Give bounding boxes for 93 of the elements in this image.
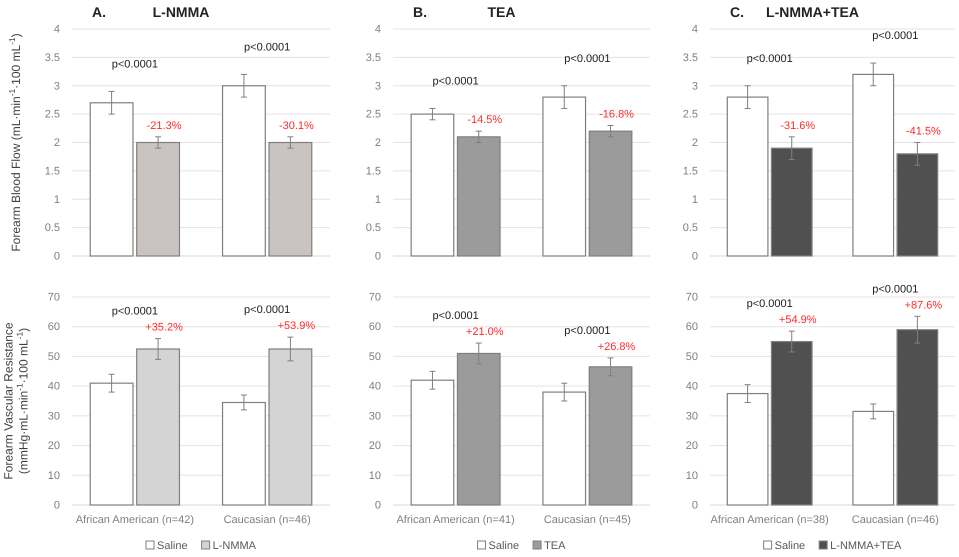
- y-tick-label: 1.5: [366, 165, 381, 178]
- chart-title: B.: [413, 4, 427, 20]
- annotation: p<0.0001: [112, 306, 158, 318]
- y-tick-label: 0: [374, 500, 381, 512]
- legend-label: L-NMMA: [212, 540, 257, 552]
- annotation: p<0.0001: [432, 310, 479, 322]
- y-tick-label: 20: [686, 440, 698, 452]
- annotation: -41.5%: [906, 126, 942, 138]
- annotation: p<0.0001: [564, 324, 610, 337]
- y-tick-label: 0: [692, 250, 698, 263]
- y-tick-label: 20: [368, 440, 381, 452]
- annotation: p<0.0001: [746, 298, 793, 310]
- y-tick-label: 3.5: [44, 52, 60, 64]
- y-tick-label: 3: [54, 80, 60, 92]
- y-tick-label: 70: [368, 292, 381, 304]
- chart-subtitle: L-NMMA+TEA: [766, 4, 859, 20]
- y-tick-label: 4: [374, 24, 381, 36]
- y-tick-label: 2: [692, 137, 698, 150]
- y-tick-label: 50: [48, 350, 60, 363]
- y-tick-label: 30: [368, 410, 381, 422]
- y-tick-label: 70: [686, 292, 698, 304]
- y-tick-label: 1: [374, 194, 381, 206]
- annotation: +54.9%: [778, 314, 817, 326]
- y-tick-label: 0.5: [366, 222, 381, 234]
- legend-label: Saline: [157, 540, 188, 552]
- y-tick-label: 40: [368, 380, 381, 393]
- y-tick-label: 0: [374, 250, 381, 263]
- y-tick-label: 2: [374, 137, 381, 150]
- annotation: p<0.0001: [244, 41, 290, 54]
- y-tick-label: 70: [48, 292, 60, 304]
- chart-title: C.: [730, 4, 744, 20]
- chart-title: A.: [92, 4, 106, 20]
- annotation: p<0.0001: [432, 75, 479, 88]
- y-tick-label: 30: [686, 410, 698, 422]
- y-tick-label: 4: [54, 24, 60, 36]
- y-tick-label: 4: [692, 24, 698, 36]
- annotation: +26.8%: [598, 340, 636, 353]
- y-tick-label: 30: [48, 410, 60, 422]
- y-tick-label: 3: [374, 80, 381, 92]
- y-tick-label: 3: [692, 80, 698, 92]
- annotation: +21.0%: [466, 326, 504, 338]
- y-tick-label: 0: [54, 250, 60, 263]
- y-tick-label: 1: [54, 194, 60, 206]
- y-tick-label: 60: [368, 321, 381, 334]
- y-tick-label: 0: [54, 500, 60, 512]
- chart-subtitle: L-NMMA: [152, 4, 210, 20]
- y-tick-label: 40: [686, 380, 698, 393]
- annotation: p<0.0001: [564, 52, 610, 65]
- x-tick-label: African American (n=42): [76, 514, 194, 526]
- y-tick-label: 1: [692, 194, 698, 206]
- legend-label: Saline: [774, 540, 806, 552]
- legend-label: L-NMMA+TEA: [830, 540, 902, 552]
- annotation: -30.1%: [278, 120, 314, 132]
- y-tick-label: 1.5: [682, 165, 698, 178]
- annotation: -21.3%: [146, 120, 182, 132]
- legend-label: Saline: [488, 540, 520, 552]
- annotation: p<0.0001: [872, 30, 918, 42]
- y-tick-label: 2: [54, 137, 60, 150]
- y-tick-label: 2.5: [682, 108, 698, 121]
- y-tick-label: 0.5: [44, 222, 60, 234]
- annotation: -14.5%: [467, 114, 502, 126]
- text: p<0.0001: [872, 283, 918, 296]
- y-tick-label: 10: [368, 470, 381, 482]
- annotation: p<0.0001: [746, 52, 793, 65]
- annotation: -16.8%: [599, 108, 634, 120]
- x-tick-label: Caucasian (n=46): [852, 514, 939, 526]
- y-tick-label: 2.5: [366, 108, 381, 121]
- y-tick-label: 10: [686, 470, 698, 482]
- legend-label: TEA: [544, 540, 566, 552]
- annotation: p<0.0001: [112, 58, 158, 70]
- y-tick-label: 20: [48, 440, 60, 452]
- y-tick-label: 0.5: [682, 222, 698, 234]
- annotation: +53.9%: [278, 320, 316, 332]
- annotation: p<0.0001: [244, 304, 290, 316]
- annotation: -31.6%: [780, 120, 816, 132]
- y-tick-label: 10: [48, 470, 60, 482]
- x-tick-label: African American (n=38): [710, 514, 829, 526]
- annotation: +35.2%: [145, 322, 184, 334]
- y-tick-label: 60: [686, 321, 698, 334]
- y-tick-label: 60: [48, 321, 60, 334]
- annotation: +87.6%: [904, 299, 942, 312]
- x-tick-label: African American (n=41): [396, 514, 515, 526]
- y-tick-label: 2.5: [44, 108, 60, 121]
- y-tick-label: 3.5: [366, 52, 381, 64]
- x-tick-label: Caucasian (n=45): [544, 514, 631, 526]
- x-tick-label: Caucasian (n=46): [224, 514, 311, 526]
- y-tick-label: 40: [48, 380, 60, 393]
- y-tick-label: 1.5: [44, 165, 60, 178]
- y-tick-label: 3.5: [682, 52, 698, 64]
- chart-subtitle: TEA: [488, 4, 516, 20]
- y-tick-label: 50: [686, 350, 698, 363]
- y-tick-label: 0: [692, 500, 698, 512]
- y-tick-label: 50: [368, 350, 381, 363]
